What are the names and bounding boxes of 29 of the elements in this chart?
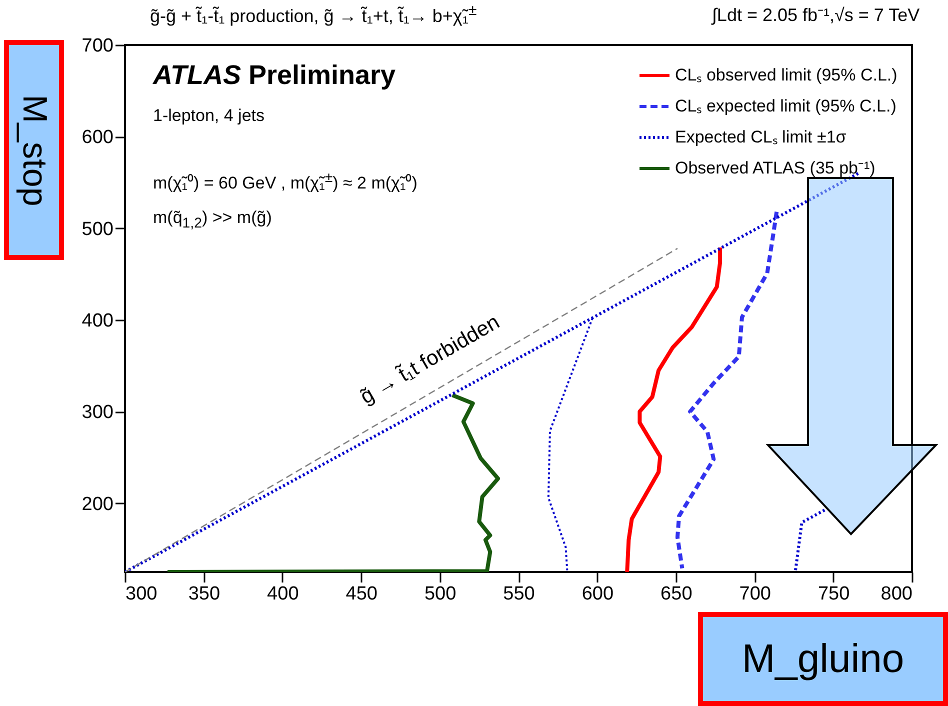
legend-label: Observed ATLAS (35 pb⁻¹) bbox=[675, 158, 876, 178]
annotation: ATLAS Preliminary bbox=[153, 60, 396, 91]
x-tick-label: 650 bbox=[660, 584, 692, 604]
x-tick-label: 450 bbox=[346, 584, 378, 604]
x-axis-title: M_gluino bbox=[698, 612, 948, 706]
chart-subtitle: ∫Ldt = 2.05 fb⁻¹,√s = 7 TeV bbox=[712, 4, 920, 26]
x-tick-label: 300 bbox=[126, 584, 158, 604]
x-tick-label: 600 bbox=[582, 584, 614, 604]
annotation: m(q̃$_{1,2}$) >> m(g̃) bbox=[153, 208, 272, 232]
x-tick-label: 550 bbox=[503, 584, 535, 604]
x-tick-label: 750 bbox=[818, 584, 850, 604]
y-tick-label: 700 bbox=[82, 36, 114, 56]
x-tick-label: 350 bbox=[188, 584, 220, 604]
y-tick-label: 400 bbox=[82, 310, 114, 332]
x-tick-label: 400 bbox=[267, 584, 299, 604]
annotation: m(χ̃₁⁰) = 60 GeV , m(χ̃₁$^{±}$) ≈ 2 m(χ̃₁⁰) bbox=[153, 170, 418, 194]
x-tick-label: 700 bbox=[739, 584, 771, 604]
legend-label: Expected CLₛ limit ±1σ bbox=[675, 128, 847, 146]
x-tick-label: 800 bbox=[880, 584, 912, 604]
legend-label: CLₛ observed limit (95% C.L.) bbox=[675, 66, 898, 84]
y-tick-label: 600 bbox=[82, 127, 114, 148]
legend-label: CLₛ expected limit (95% C.L.) bbox=[675, 96, 896, 116]
y-tick-label: 300 bbox=[82, 402, 114, 424]
y-tick-label: 200 bbox=[82, 494, 114, 515]
x-tick-label: 500 bbox=[424, 584, 456, 604]
annotation: 1-lepton, 4 jets bbox=[153, 106, 265, 126]
chart-title: g̃-g̃ + t̃₁-t̃₁ production, g̃ → t̃₁+t, t̃₁→ b+χ̃₁$^{±}$ bbox=[150, 2, 477, 27]
y-tick-label: 500 bbox=[82, 218, 114, 240]
y-axis-title: M_stop bbox=[14, 94, 54, 206]
